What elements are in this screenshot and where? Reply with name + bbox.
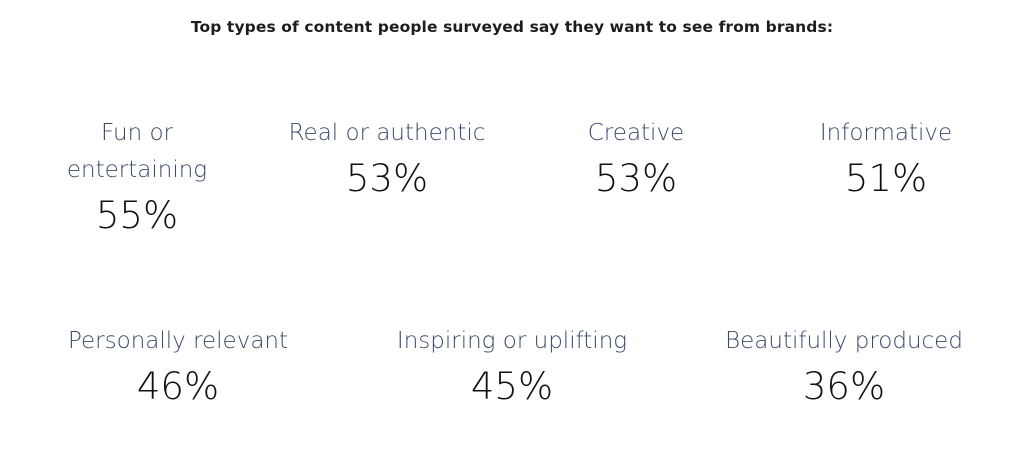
stat-value: 51% xyxy=(844,157,928,200)
stat-value: 36% xyxy=(802,365,886,408)
stat-inspiring-or-uplifting: Inspiring or uplifting 45% xyxy=(372,323,652,411)
stat-beautifully-produced: Beautifully produced 36% xyxy=(704,323,984,411)
stat-value: 46% xyxy=(136,365,220,408)
stat-informative: Informative 51% xyxy=(786,115,986,203)
stat-value: 53% xyxy=(594,157,678,200)
stat-fun-or-entertaining: Fun or entertaining 55% xyxy=(37,115,237,240)
stat-label: Real or authentic xyxy=(288,120,486,146)
chart-title: Top types of content people surveyed say… xyxy=(190,18,834,36)
stat-label: Informative xyxy=(819,120,953,146)
stat-value: 55% xyxy=(95,194,179,237)
stat-real-or-authentic: Real or authentic 53% xyxy=(267,115,507,203)
stat-personally-relevant: Personally relevant 46% xyxy=(43,323,313,411)
stat-label: Fun or entertaining xyxy=(66,120,208,183)
stat-value: 53% xyxy=(345,157,429,200)
stat-label: Personally relevant xyxy=(67,328,289,354)
stat-label: Inspiring or uplifting xyxy=(396,328,628,354)
stat-label: Beautifully produced xyxy=(725,328,963,354)
stat-creative: Creative 53% xyxy=(536,115,736,203)
stat-value: 45% xyxy=(470,365,554,408)
stat-label: Creative xyxy=(587,120,685,146)
